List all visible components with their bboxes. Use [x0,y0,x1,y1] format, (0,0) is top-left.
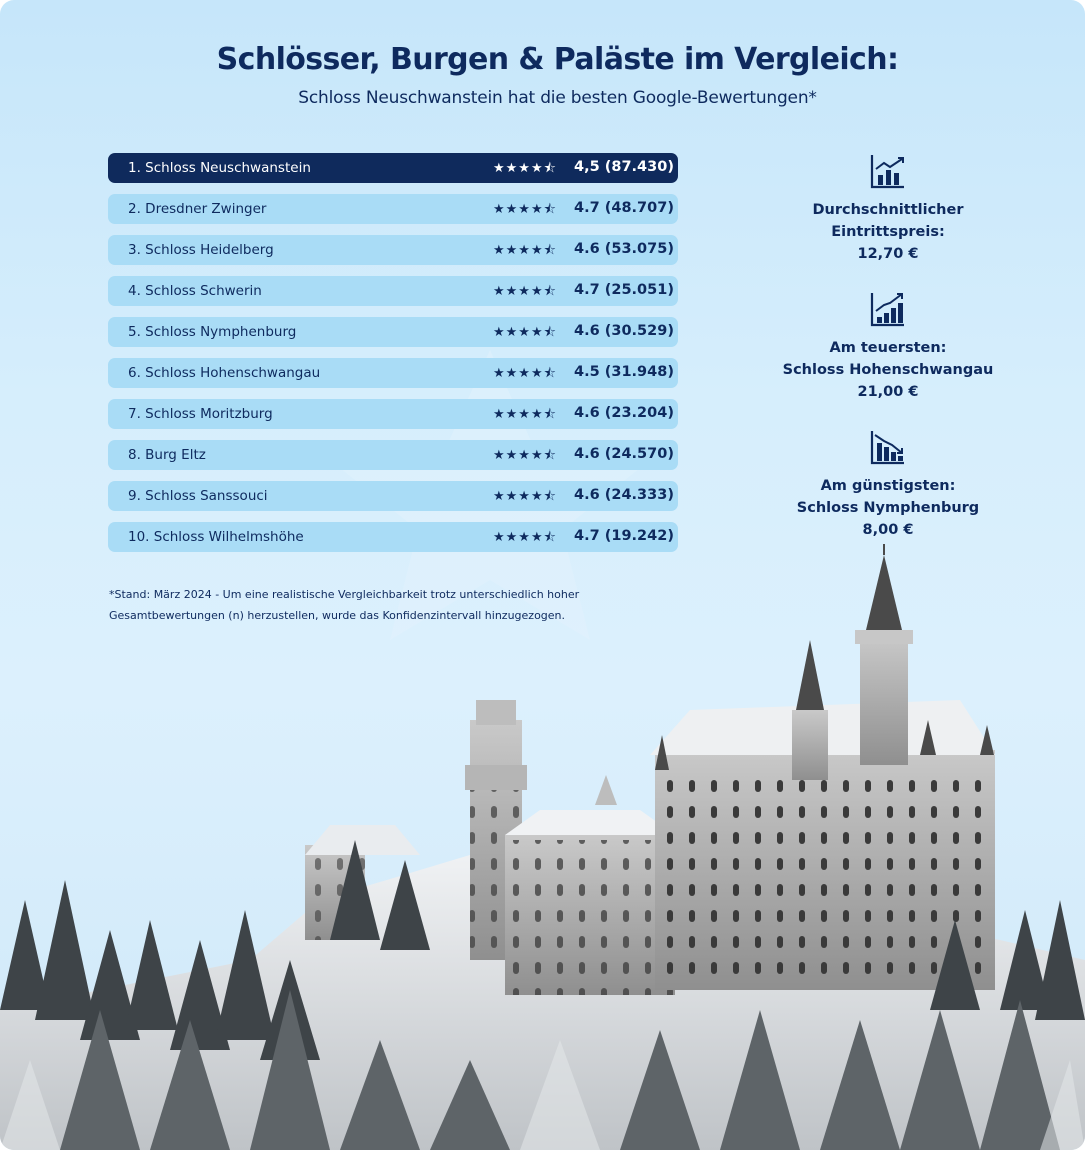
bar-chart-rising-icon [870,293,904,327]
bar-chart-up-icon [870,155,904,189]
castle-name: 5. Schloss Nymphenburg [128,324,297,340]
ranking-row-3: 3. Schloss Heidelberg ★★★★⯪ 4.6 (53.075) [108,235,678,265]
page-subtitle: Schloss Neuschwanstein hat die besten Go… [298,88,817,108]
bar-chart-down-icon [870,431,904,465]
page-title: Schlösser, Burgen & Paläste im Vergleich… [216,42,899,77]
rating-stars-icon: ★★★★⯪ [493,448,557,463]
rating-stars-icon: ★★★★⯪ [493,366,557,381]
rating-score: 4.6 (30.529) [574,323,674,339]
ranking-row-8: 8. Burg Eltz ★★★★⯪ 4.6 (24.570) [108,440,678,470]
footnote-line: Gesamtbewertungen (n) herzustellen, wurd… [109,609,566,622]
castle-name: 3. Schloss Heidelberg [128,242,274,258]
ranking-row-4: 4. Schloss Schwerin ★★★★⯪ 4.7 (25.051) [108,276,678,306]
rating-stars-icon: ★★★★⯪ [493,530,557,545]
stat-value: 21,00 € [857,384,919,400]
rating-stars-icon: ★★★★⯪ [493,161,557,176]
stat-average-price: Durchschnittlicher Eintrittspreis: 12,70… [778,153,998,265]
rating-score: 4.7 (25.051) [574,282,674,298]
stat-label: Schloss Nymphenburg [796,500,980,516]
footnote-line: *Stand: März 2024 - Um eine realistische… [109,588,580,601]
castle-name: 10. Schloss Wilhelmshöhe [128,529,304,545]
ranking-row-9: 9. Schloss Sanssouci ★★★★⯪ 4.6 (24.333) [108,481,678,511]
stat-label: Am günstigsten: [820,478,956,494]
castle-name: 6. Schloss Hohenschwangau [128,365,321,381]
rating-stars-icon: ★★★★⯪ [493,202,557,217]
castle-name: 7. Schloss Moritzburg [128,406,273,422]
rating-stars-icon: ★★★★⯪ [493,325,557,340]
rating-score: 4.7 (19.242) [574,528,674,544]
stat-most-expensive: Am teuersten: Schloss Hohenschwangau 21,… [778,291,998,403]
ranking-row-7: 7. Schloss Moritzburg ★★★★⯪ 4.6 (23.204) [108,399,678,429]
ranking-row-5: 5. Schloss Nymphenburg ★★★★⯪ 4.6 (30.529… [108,317,678,347]
ranking-row-10: 10. Schloss Wilhelmshöhe ★★★★⯪ 4.7 (19.2… [108,522,678,552]
ranking-row-1: 1. Schloss Neuschwanstein ★★★★⯪ 4,5 (87.… [108,153,678,183]
stat-cheapest: Am günstigsten: Schloss Nymphenburg 8,00… [778,429,998,541]
rating-stars-icon: ★★★★⯪ [493,407,557,422]
rating-stars-icon: ★★★★⯪ [493,284,557,299]
castle-illustration [0,544,1085,1150]
castle-name: 9. Schloss Sanssouci [128,488,268,504]
rating-stars-icon: ★★★★⯪ [493,243,557,258]
castle-name: 2. Dresdner Zwinger [128,201,267,217]
stat-label: Eintrittspreis: [831,224,945,240]
castle-name: 1. Schloss Neuschwanstein [128,160,311,176]
castle-name: 4. Schloss Schwerin [128,283,262,299]
ranking-row-2: 2. Dresdner Zwinger ★★★★⯪ 4.7 (48.707) [108,194,678,224]
footnote: *Stand: März 2024 - Um eine realistische… [109,584,629,626]
rating-score: 4.6 (53.075) [574,241,674,257]
rating-score: 4.7 (48.707) [574,200,674,216]
rating-score: 4,5 (87.430) [574,159,674,175]
stat-value: 8,00 € [862,522,914,538]
rating-score: 4.6 (23.204) [574,405,674,421]
stat-label: Schloss Hohenschwangau [782,362,994,378]
stat-value: 12,70 € [857,246,919,262]
stat-label: Am teuersten: [829,340,947,356]
rating-score: 4.6 (24.570) [574,446,674,462]
rating-score: 4.5 (31.948) [574,364,674,380]
stat-label: Durchschnittlicher [812,202,964,218]
ranking-list: 1. Schloss Neuschwanstein ★★★★⯪ 4,5 (87.… [108,153,678,563]
rating-stars-icon: ★★★★⯪ [493,489,557,504]
rating-score: 4.6 (24.333) [574,487,674,503]
ranking-row-6: 6. Schloss Hohenschwangau ★★★★⯪ 4.5 (31.… [108,358,678,388]
castle-name: 8. Burg Eltz [128,447,206,463]
